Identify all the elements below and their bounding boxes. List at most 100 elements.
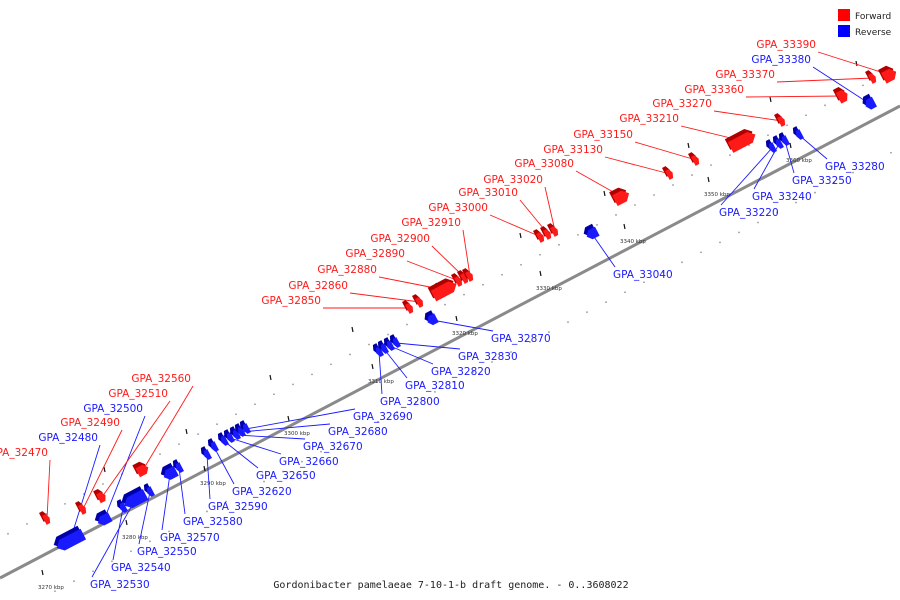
gene-GPA_33360[interactable] — [832, 86, 848, 104]
leader-line — [69, 444, 101, 542]
gene-label[interactable]: GPA_32850 — [261, 295, 321, 307]
gene-label[interactable]: GPA_32810 — [405, 380, 465, 392]
gene-label[interactable]: GPA_32800 — [380, 396, 440, 408]
gene-GPA_33390[interactable] — [878, 65, 897, 84]
gene-GPA_33150[interactable] — [688, 152, 700, 166]
gene-label[interactable]: GPA_32860 — [288, 280, 348, 292]
gene-label[interactable]: GPA_33380 — [751, 54, 811, 66]
gene-GPA_32670[interactable] — [229, 426, 241, 440]
gene-label[interactable]: GPA_33000 — [428, 202, 488, 214]
gene-label[interactable]: GPA_32590 — [208, 501, 268, 513]
gene-label[interactable]: GPA_33270 — [652, 98, 712, 110]
scale-tick — [687, 142, 690, 149]
scale-tick-label: 3290 kbp — [200, 481, 226, 487]
gene-GPA_32860[interactable] — [412, 294, 424, 308]
gene-label[interactable]: GPA_32880 — [317, 264, 377, 276]
gene-GPA_32540[interactable] — [116, 499, 128, 513]
gene-label[interactable]: GPA_32670 — [303, 441, 363, 453]
gene-GPA_32890[interactable] — [451, 273, 463, 287]
gene-GPA_33280[interactable] — [792, 126, 804, 140]
gene-GPA_33080[interactable] — [609, 187, 630, 207]
gene-label[interactable]: GPA_32570 — [160, 532, 220, 544]
gene-GPA_32800[interactable] — [372, 343, 384, 357]
gene-GPA_33370[interactable] — [865, 70, 877, 84]
gene-GPA_32850[interactable] — [402, 300, 414, 314]
gene-label[interactable]: GPA_32890 — [345, 248, 405, 260]
gene-body — [775, 138, 784, 149]
genome-axis-line — [0, 104, 900, 580]
guide-dot — [634, 204, 636, 206]
gene-label[interactable]: GPA_33360 — [684, 84, 744, 96]
gene-label[interactable]: GPA_33080 — [514, 158, 574, 170]
gene-GPA_33240[interactable] — [772, 135, 784, 149]
gene-features — [39, 65, 897, 551]
gene-GPA_32590[interactable] — [200, 446, 212, 460]
gene-label[interactable]: GPA_33220 — [719, 207, 779, 219]
gene-GPA_32820[interactable] — [383, 337, 395, 351]
gene-label[interactable]: GPA_32580 — [183, 516, 243, 528]
gene-label[interactable]: GPA_33020 — [483, 174, 543, 186]
gene-label[interactable]: GPA_32680 — [328, 426, 388, 438]
gene-label[interactable]: GPA_33210 — [619, 113, 679, 125]
gene-GPA_32910[interactable] — [462, 268, 474, 282]
gene-GPA_33040[interactable] — [583, 223, 600, 240]
gene-label[interactable]: GPA_32540 — [111, 562, 171, 574]
gene-label[interactable]: GPA_32550 — [137, 546, 197, 558]
gene-GPA_32570[interactable] — [160, 462, 179, 480]
gene-GPA_32470[interactable] — [39, 511, 51, 525]
gene-label[interactable]: GPA_32820 — [431, 366, 491, 378]
gene-GPA_33130[interactable] — [662, 166, 674, 180]
gene-label[interactable]: GPA_33240 — [752, 191, 812, 203]
gene-GPA_32560[interactable] — [132, 461, 149, 478]
gene-GPA_32620[interactable] — [207, 438, 219, 452]
gene-GPA_32880[interactable] — [427, 278, 457, 302]
gene-GPA_32500[interactable] — [94, 509, 113, 526]
gene-GPA_32550[interactable] — [143, 483, 155, 497]
gene-GPA_32650[interactable] — [217, 432, 229, 446]
gene-label[interactable]: GPA_33250 — [792, 175, 852, 187]
gene-label[interactable]: GPA_33370 — [715, 69, 775, 81]
gene-label[interactable]: GPA_33390 — [756, 39, 816, 51]
gene-label[interactable]: GPA_32830 — [458, 351, 518, 363]
gene-label[interactable]: GPA_32510 — [108, 388, 168, 400]
gene-label[interactable]: GPA_32650 — [256, 470, 316, 482]
gene-GPA_32530[interactable] — [121, 486, 149, 509]
gene-GPA_33220[interactable] — [765, 139, 777, 153]
gene-label[interactable]: GPA_32480 — [38, 432, 98, 444]
gene-label[interactable]: GPA_33040 — [613, 269, 673, 281]
gene-GPA_32690[interactable] — [239, 420, 251, 434]
gene-GPA_33250[interactable] — [778, 132, 790, 146]
gene-label[interactable]: GPA_32560 — [131, 373, 191, 385]
gene-GPA_33210[interactable] — [724, 128, 756, 153]
gene-GPA_32810[interactable] — [377, 340, 389, 354]
gene-GPA_33270[interactable] — [774, 113, 786, 127]
gene-label[interactable]: GPA_32530 — [90, 579, 150, 591]
gene-GPA_33010[interactable] — [540, 226, 552, 240]
gene-label[interactable]: GPA_33010 — [458, 187, 518, 199]
gene-GPA_32490[interactable] — [75, 501, 87, 515]
gene-GPA_32510[interactable] — [93, 489, 106, 504]
gene-label[interactable]: GPA_33150 — [573, 129, 633, 141]
gene-GPA_32580[interactable] — [172, 459, 184, 473]
gene-label[interactable]: GPA_32660 — [279, 456, 339, 468]
gene-GPA_32660[interactable] — [223, 429, 235, 443]
gene-GPA_32830[interactable] — [389, 334, 401, 348]
gene-GPA_32680[interactable] — [234, 423, 246, 437]
gene-label[interactable]: GPA_32690 — [353, 411, 413, 423]
gene-GPA_32480[interactable] — [53, 525, 87, 551]
gene-label[interactable]: GPA_32910 — [401, 217, 461, 229]
gene-label[interactable]: GPA_32900 — [370, 233, 430, 245]
gene-GPA_32870[interactable] — [424, 310, 439, 326]
gene-GPA_33000[interactable] — [533, 229, 545, 243]
gene-body — [226, 432, 235, 443]
gene-GPA_33380[interactable] — [862, 93, 877, 110]
gene-label[interactable]: GPA_32870 — [491, 333, 551, 345]
gene-label[interactable]: GPA_32500 — [83, 403, 143, 415]
gene-label[interactable]: GPA_32620 — [232, 486, 292, 498]
gene-label[interactable]: GPA_32490 — [60, 417, 120, 429]
gene-label[interactable]: GPA_33280 — [825, 161, 885, 173]
gene-label[interactable]: GPA_33130 — [543, 144, 603, 156]
gene-GPA_33020[interactable] — [547, 223, 559, 237]
gene-label[interactable]: GPA_32470 — [0, 447, 48, 459]
gene-body — [536, 232, 545, 243]
